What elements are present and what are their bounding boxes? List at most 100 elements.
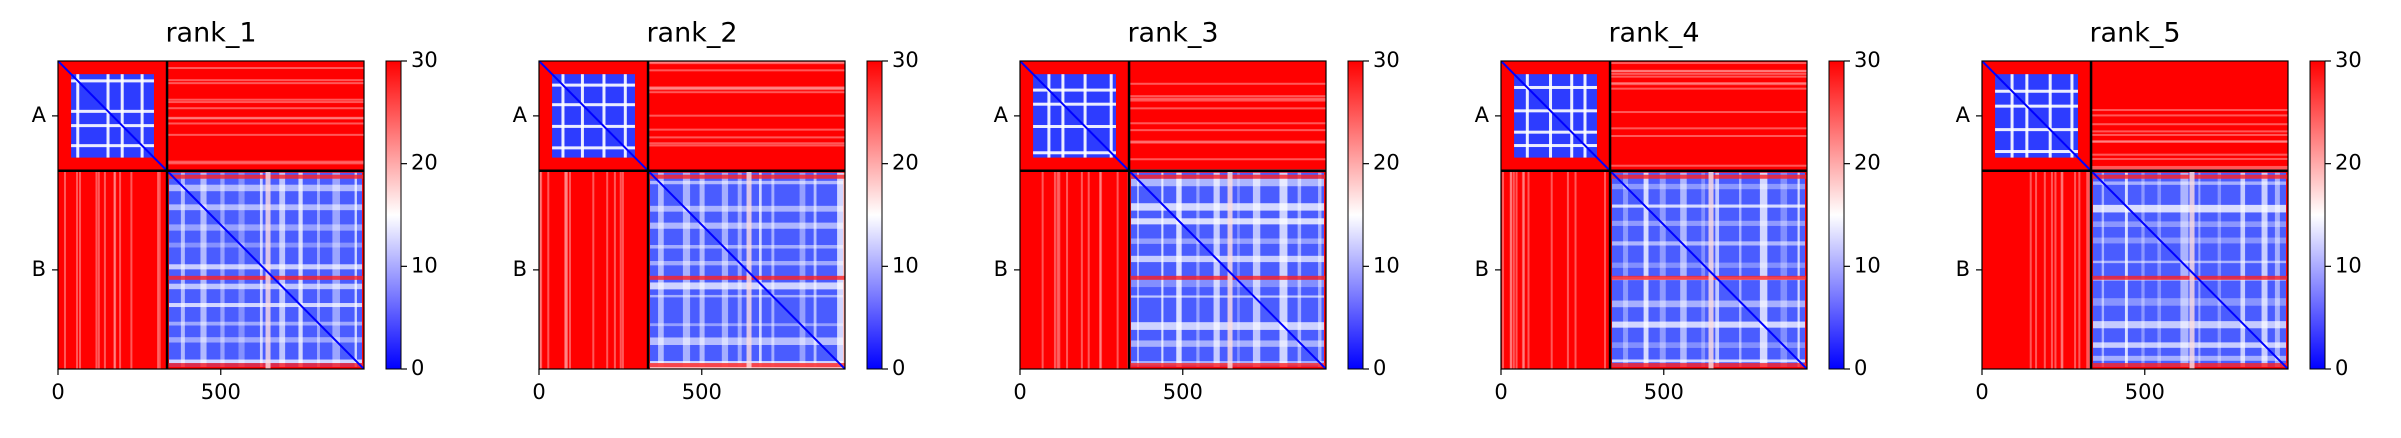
- texture-stripe: [648, 128, 845, 131]
- colorbar-tick-label: 30: [411, 48, 438, 72]
- texture-stripe: [1995, 128, 2078, 132]
- texture-stripe: [648, 91, 845, 94]
- x-tick-label: 0: [1013, 380, 1026, 404]
- texture-stripe: [2078, 170, 2081, 369]
- texture-stripe: [1610, 135, 1807, 138]
- texture-stripe: [2189, 170, 2195, 369]
- colorbar-tick-label: 10: [1373, 253, 1400, 277]
- diagonal: [1982, 61, 2288, 369]
- heatmap: [58, 61, 364, 369]
- texture-stripe: [837, 172, 845, 368]
- texture-stripe: [1701, 172, 1706, 368]
- texture-stripe: [317, 172, 320, 368]
- texture-stripe: [648, 87, 845, 90]
- texture-stripe: [1780, 172, 1788, 368]
- x-tick-label: 0: [51, 380, 64, 404]
- panel-title: rank_4: [1608, 18, 1699, 49]
- texture-stripe: [1604, 170, 1607, 369]
- texture-stripe: [721, 172, 729, 368]
- y-tick-label: B: [1475, 257, 1489, 281]
- y-tick-label: B: [1956, 257, 1970, 281]
- colorbar-tick-label: 30: [1854, 48, 1881, 72]
- texture-stripe: [1279, 172, 1288, 368]
- texture-stripe: [1502, 170, 1505, 369]
- texture-stripe: [1708, 170, 1714, 369]
- texture-stripe: [71, 79, 154, 83]
- texture-stripe: [1610, 87, 1807, 90]
- texture-stripe: [167, 67, 364, 70]
- texture-stripe: [623, 74, 627, 158]
- texture-stripe: [1995, 150, 2078, 154]
- texture-stripe: [648, 114, 845, 117]
- texture-stripe: [1570, 74, 1574, 158]
- texture-stripe: [265, 170, 271, 369]
- texture-stripe: [1252, 172, 1261, 368]
- colorbar-tick-label: 0: [2335, 356, 2348, 380]
- colorbar-tick-label: 30: [2335, 48, 2362, 72]
- texture-stripe: [1623, 172, 1629, 368]
- heatmap: [1501, 61, 1807, 369]
- texture-stripe: [682, 172, 691, 368]
- texture-stripe: [2101, 172, 2105, 368]
- texture-stripe: [1129, 99, 1326, 102]
- texture-stripe: [1129, 140, 1326, 143]
- texture-stripe: [1514, 109, 1597, 113]
- plot-frame: [57, 60, 365, 370]
- texture-stripe: [619, 170, 622, 369]
- texture-stripe: [1525, 74, 1529, 158]
- texture-stripe: [167, 117, 364, 120]
- texture-stripe: [1129, 122, 1326, 125]
- texture-stripe: [1061, 74, 1065, 158]
- texture-stripe: [1033, 124, 1116, 128]
- texture-stripe: [1297, 172, 1302, 368]
- colorbar: [866, 60, 883, 370]
- y-tick-label: A: [1475, 103, 1490, 127]
- texture-stripe: [1610, 75, 1807, 78]
- texture-stripe: [1995, 89, 2078, 93]
- texture-stripe: [332, 172, 341, 368]
- texture-stripe: [120, 74, 124, 158]
- texture-stripe: [1610, 164, 1807, 167]
- texture-stripe: [167, 122, 364, 125]
- texture-stripe: [658, 172, 664, 368]
- texture-stripe: [539, 170, 542, 369]
- texture-stripe: [1521, 170, 1524, 369]
- texture-stripe: [569, 170, 572, 369]
- x-tick-label: 500: [201, 380, 241, 404]
- texture-stripe: [1514, 130, 1597, 134]
- texture-stripe: [1659, 172, 1666, 368]
- texture-stripe: [1116, 170, 1119, 369]
- texture-stripe: [1514, 85, 1597, 89]
- texture-stripe: [279, 172, 286, 368]
- heatmap: [1020, 61, 1326, 369]
- texture-stripe: [1053, 170, 1056, 369]
- texture-stripe: [737, 172, 742, 368]
- texture-stripe: [1574, 170, 1577, 369]
- texture-stripe: [1099, 170, 1102, 369]
- texture-stripe: [2141, 172, 2145, 368]
- x-tick-label: 500: [2125, 380, 2165, 404]
- texture-stripe: [2240, 172, 2246, 368]
- texture-stripe: [648, 136, 845, 139]
- texture-stripe: [547, 170, 550, 369]
- x-tick-label: 0: [1494, 380, 1507, 404]
- texture-stripe: [1995, 104, 2078, 108]
- texture-stripe: [167, 107, 364, 110]
- texture-stripe: [1237, 172, 1240, 368]
- y-tick-label: A: [513, 103, 528, 127]
- texture-stripe: [2217, 172, 2222, 368]
- texture-stripe: [2035, 170, 2038, 369]
- texture-stripe: [200, 172, 207, 368]
- texture-stripe: [1715, 172, 1720, 368]
- texture-stripe: [771, 172, 775, 368]
- texture-stripe: [1527, 170, 1530, 369]
- texture-stripe: [2050, 170, 2053, 369]
- texture-stripe: [1583, 74, 1587, 158]
- colorbar-tick-label: 0: [1373, 356, 1386, 380]
- texture-stripe: [1643, 172, 1649, 368]
- texture-stripe: [1196, 172, 1200, 368]
- texture-stripe: [1041, 170, 1044, 369]
- texture-stripe: [79, 170, 82, 369]
- texture-stripe: [1610, 82, 1807, 85]
- texture-stripe: [103, 170, 106, 369]
